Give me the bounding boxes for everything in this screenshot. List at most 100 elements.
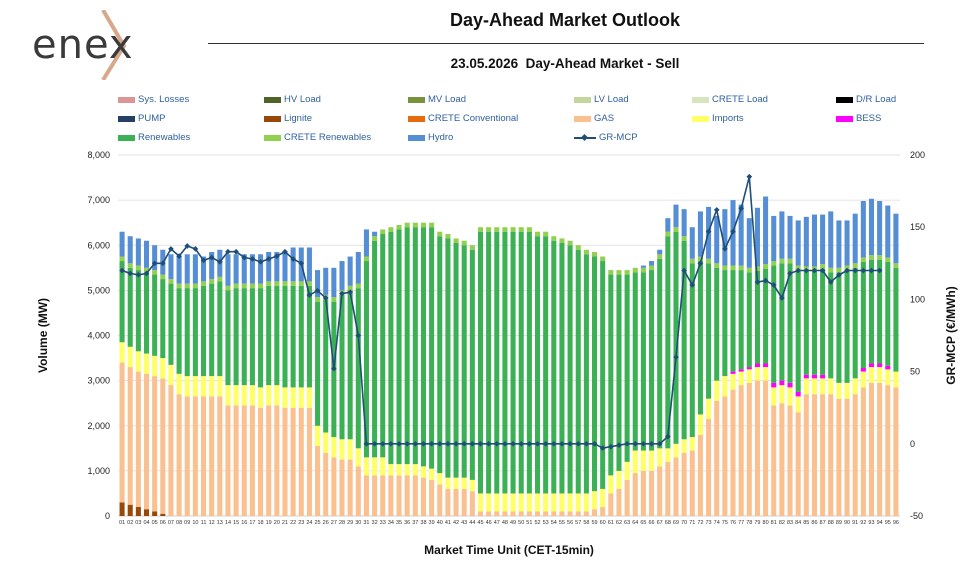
y-tick-label: 0 bbox=[105, 511, 110, 521]
bar-crete-renewables-92 bbox=[860, 257, 866, 262]
bar-imports-32 bbox=[372, 457, 378, 476]
bar-hydro-90 bbox=[844, 220, 850, 266]
gr-mcp-point-26 bbox=[322, 295, 329, 301]
bar-crete-renewables-95 bbox=[885, 257, 891, 262]
bar-bess-79 bbox=[754, 363, 760, 368]
x-tick-label: 67 bbox=[657, 520, 663, 526]
bar-hydro-76 bbox=[730, 200, 736, 266]
bar-imports-59 bbox=[592, 491, 598, 510]
bar-imports-42 bbox=[453, 477, 459, 489]
bar-renewables-30 bbox=[355, 288, 361, 449]
bar-hydro-86 bbox=[811, 214, 817, 267]
bar-gas-65 bbox=[640, 470, 646, 516]
bar-crete-renewables-48 bbox=[502, 227, 508, 232]
gr-mcp-point-61 bbox=[607, 443, 614, 450]
bar-gas-39 bbox=[429, 479, 435, 516]
x-tick-label: 10 bbox=[192, 520, 198, 526]
gr-mcp-point-56 bbox=[567, 440, 573, 447]
gr-mcp-point-33 bbox=[379, 440, 386, 447]
bar-renewables-50 bbox=[518, 231, 524, 494]
bar-imports-82 bbox=[779, 385, 785, 404]
bar-crete-renewables-81 bbox=[771, 261, 777, 266]
bar-renewables-95 bbox=[885, 261, 891, 366]
bar-crete-renewables-87 bbox=[820, 264, 826, 269]
x-tick-label: 34 bbox=[388, 520, 394, 526]
x-tick-label: 80 bbox=[763, 520, 769, 526]
bar-gas-58 bbox=[583, 511, 589, 516]
bar-crete-renewables-51 bbox=[526, 227, 532, 232]
bar-gas-73 bbox=[706, 418, 712, 516]
bar-gas-62 bbox=[616, 488, 622, 516]
bar-hydro-65 bbox=[640, 265, 646, 268]
bar-renewables-22 bbox=[290, 285, 296, 388]
legend-item-d-r-load: D/R Load bbox=[836, 94, 896, 105]
bar-crete-renewables-52 bbox=[534, 231, 541, 237]
bar-crete-renewables-70 bbox=[681, 236, 687, 241]
gr-mcp-point-44 bbox=[469, 441, 476, 447]
gr-mcp-point-93 bbox=[868, 267, 875, 274]
bar-crete-renewables-61 bbox=[608, 270, 614, 275]
bar-imports-22 bbox=[290, 387, 296, 408]
legend-item-crete-renewables: CRETE Renewables bbox=[264, 132, 371, 143]
y-tick-label: 1,000 bbox=[87, 466, 110, 476]
legend-swatch bbox=[408, 115, 425, 122]
bar-hydro-83 bbox=[787, 215, 793, 259]
bar-renewables-90 bbox=[844, 270, 850, 383]
bar-renewables-76 bbox=[730, 270, 736, 372]
bar-gas-51 bbox=[526, 511, 532, 516]
x-tick-label: 35 bbox=[396, 520, 402, 526]
bar-crete-renewables-13 bbox=[217, 276, 223, 282]
bar-gas-08 bbox=[176, 394, 182, 516]
bar-hydro-88 bbox=[828, 211, 834, 268]
legend-item-renewables: Renewables bbox=[118, 132, 190, 143]
bar-crete-renewables-44 bbox=[469, 245, 475, 250]
x-tick-label: 84 bbox=[795, 520, 801, 526]
y2-tick-label: 150 bbox=[910, 222, 925, 232]
gr-mcp-point-52 bbox=[534, 440, 541, 447]
legend-label: CRETE Renewables bbox=[284, 132, 372, 143]
gr-mcp-point-10 bbox=[192, 246, 199, 252]
bar-crete-renewables-68 bbox=[665, 231, 671, 237]
bar-gas-36 bbox=[404, 475, 410, 516]
bar-gas-61 bbox=[608, 493, 614, 516]
bar-bess-85 bbox=[803, 374, 809, 379]
legend-swatch bbox=[264, 96, 281, 103]
bar-imports-90 bbox=[844, 382, 850, 399]
x-tick-label: 04 bbox=[143, 520, 149, 526]
x-tick-label: 32 bbox=[372, 520, 378, 526]
bar-renewables-67 bbox=[657, 258, 663, 449]
bar-imports-88 bbox=[828, 378, 834, 395]
bar-renewables-09 bbox=[184, 288, 190, 377]
bar-renewables-38 bbox=[420, 227, 426, 467]
bar-renewables-33 bbox=[380, 233, 386, 458]
bar-gas-32 bbox=[372, 475, 378, 516]
gr-mcp-point-74 bbox=[713, 207, 720, 213]
bar-lignite-01 bbox=[119, 502, 125, 516]
x-tick-label: 75 bbox=[722, 520, 728, 526]
x-tick-label: 78 bbox=[746, 520, 752, 526]
bar-renewables-80 bbox=[763, 268, 769, 364]
bar-gas-96 bbox=[893, 387, 899, 516]
gr-mcp-point-29 bbox=[347, 289, 354, 295]
gr-mcp-point-87 bbox=[819, 267, 826, 274]
bar-hydro-84 bbox=[795, 220, 801, 266]
bar-renewables-16 bbox=[241, 288, 247, 386]
bar-gas-34 bbox=[388, 475, 394, 516]
bar-renewables-14 bbox=[225, 290, 231, 386]
bar-renewables-15 bbox=[233, 288, 239, 386]
bar-gas-59 bbox=[592, 509, 598, 516]
bar-hydro-19 bbox=[266, 252, 272, 282]
bar-gas-04 bbox=[143, 373, 150, 510]
bar-crete-renewables-17 bbox=[249, 283, 255, 289]
x-tick-label: 46 bbox=[486, 520, 492, 526]
gr-mcp-point-85 bbox=[803, 267, 810, 274]
bar-gas-74 bbox=[714, 400, 720, 516]
bar-crete-renewables-85 bbox=[803, 266, 809, 271]
x-tick-label: 88 bbox=[828, 520, 834, 526]
bar-imports-74 bbox=[714, 380, 720, 401]
legend-item-crete-conventional: CRETE Conventional bbox=[408, 113, 518, 124]
bar-crete-renewables-65 bbox=[640, 267, 646, 273]
bar-renewables-68 bbox=[665, 236, 671, 449]
bar-hydro-11 bbox=[201, 256, 207, 282]
bar-imports-95 bbox=[885, 369, 891, 386]
